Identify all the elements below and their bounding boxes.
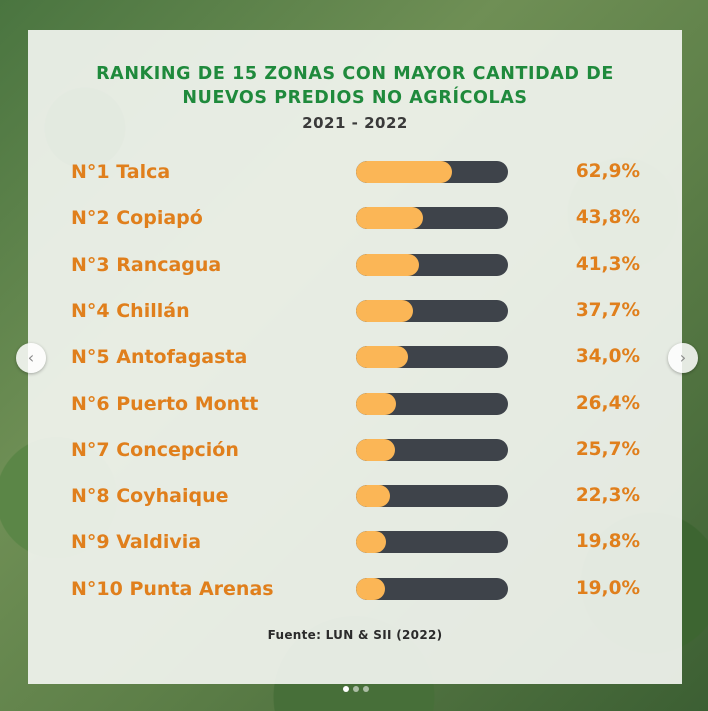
bar-track [356,299,508,322]
category-label: N°10 Punta Arenas [71,577,274,600]
value-label: 19,8% [575,531,640,553]
ranking-row: N°1 Talca 62,9% [28,160,682,184]
category-label: N°7 Concepción [71,438,239,461]
category-label: N°8 Coyhaique [71,485,229,508]
chart-title: RANKING DE 15 ZONAS CON MAYOR CANTIDAD D… [28,62,682,110]
bar [356,161,452,183]
ranking-row: N°9 Valdivia 19,8% [28,530,682,554]
bar-track [356,207,508,230]
bar [356,577,385,600]
bar [356,207,423,230]
bar [356,531,387,554]
title-line-2: NUEVOS PREDIOS NO AGRÍCOLAS [182,88,528,108]
bar-track [356,253,508,276]
value-label: 22,3% [575,485,640,507]
previous-slide-button[interactable]: ‹ [16,343,46,373]
bar [356,438,396,461]
category-label: N°3 Rancagua [71,253,222,276]
bar [356,253,419,276]
carousel-dot[interactable] [343,686,349,692]
value-label: 26,4% [575,392,640,414]
value-label: 37,7% [575,299,640,321]
ranking-row: N°5 Antofagasta 34,0% [28,345,682,369]
ranking-row: N°6 Puerto Montt 26,4% [28,392,682,416]
title-line-1: RANKING DE 15 ZONAS CON MAYOR CANTIDAD D… [96,64,614,84]
value-label: 19,0% [575,577,640,599]
bar [356,392,397,415]
bar [356,346,408,369]
bar-track [356,161,508,183]
value-label: 41,3% [575,253,640,275]
value-label: 62,9% [575,161,640,182]
category-label: N°1 Talca [71,161,171,183]
bar-track [356,577,508,600]
ranking-row: N°2 Copiapó 43,8% [28,206,682,230]
bar [356,485,390,508]
category-label: N°9 Valdivia [71,531,202,554]
category-label: N°6 Puerto Montt [71,392,259,415]
infographic-panel: RANKING DE 15 ZONAS CON MAYOR CANTIDAD D… [28,30,682,684]
carousel-indicator [343,686,369,692]
chevron-right-icon: › [679,348,687,367]
chevron-left-icon: ‹ [27,348,35,367]
bar-track [356,346,508,369]
ranking-row: N°10 Punta Arenas 19,0% [28,577,682,601]
ranking-row: N°7 Concepción 25,7% [28,438,682,462]
ranking-row: N°3 Rancagua 41,3% [28,253,682,277]
category-label: N°5 Antofagasta [71,346,248,369]
value-label: 34,0% [575,346,640,368]
value-label: 25,7% [575,438,640,460]
value-label: 43,8% [575,207,640,229]
category-label: N°4 Chillán [71,299,190,322]
next-slide-button[interactable]: › [668,343,698,373]
bar-track [356,438,508,461]
bar [356,299,414,322]
ranking-row: N°4 Chillán 37,7% [28,299,682,323]
bar-track [356,531,508,554]
bar-track [356,485,508,508]
category-label: N°2 Copiapó [71,207,203,230]
bar-track [356,392,508,415]
ranking-row: N°8 Coyhaique 22,3% [28,484,682,508]
chart-subtitle: 2021 - 2022 [302,114,408,132]
carousel-dot[interactable] [363,686,369,692]
carousel-dot[interactable] [353,686,359,692]
source-note: Fuente: LUN & SII (2022) [267,628,443,642]
